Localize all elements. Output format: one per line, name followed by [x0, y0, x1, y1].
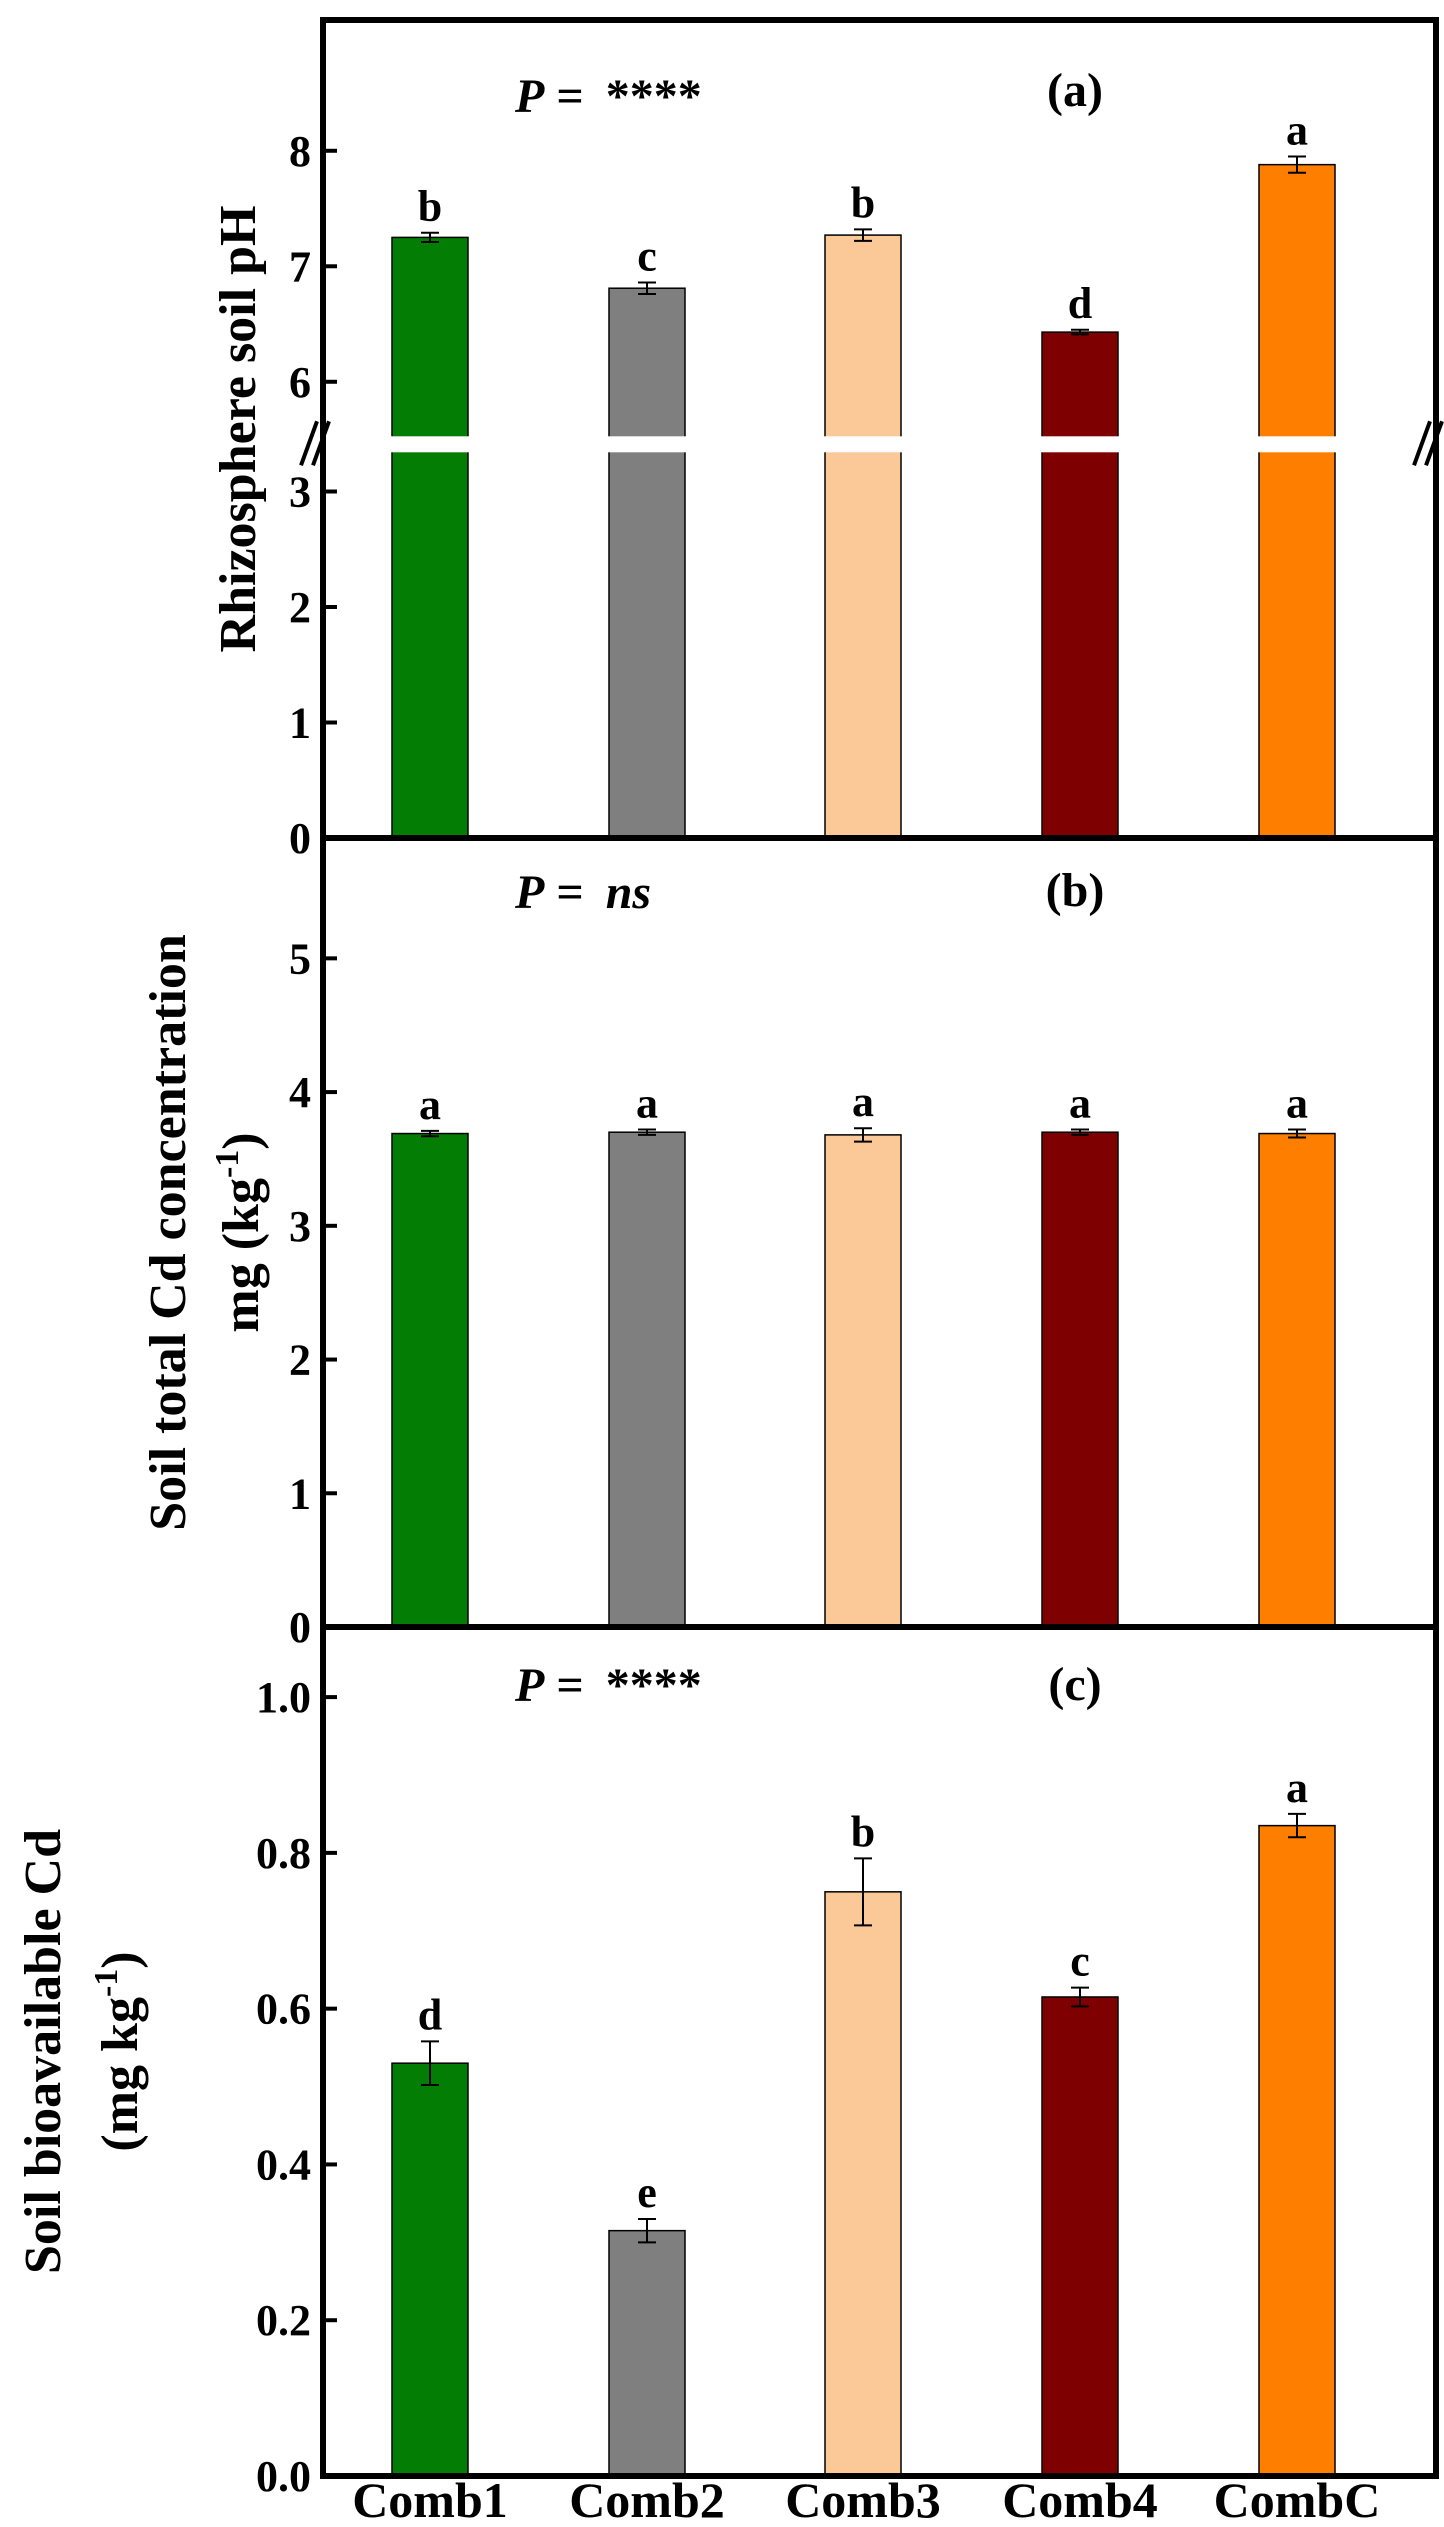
- significance-letter: a: [636, 1079, 658, 1128]
- p-value-annotation: P = ****: [514, 1659, 702, 1712]
- y-tick-label: 0: [289, 814, 311, 863]
- x-tick-label: CombC: [1214, 2472, 1381, 2527]
- bar-combc: [1258, 1824, 1336, 2477]
- panel-b: a a a a a 0 1 2 3 4 5 P = ns (b) Soil total Cd concen…: [140, 864, 1336, 1652]
- significance-letter: a: [419, 1080, 441, 1129]
- p-value-annotation: P = ****: [514, 70, 702, 123]
- y-axis-label: Soil total Cd concentration: [140, 934, 197, 1531]
- y-tick-label: 3: [289, 468, 311, 517]
- error-bar: [638, 281, 656, 295]
- significance-letter: c: [1070, 1937, 1090, 1986]
- error-bar: [854, 228, 872, 242]
- error-bar: [638, 1128, 656, 1136]
- panel-frame: [320, 1624, 1439, 2479]
- y-tick-label: 0.4: [256, 2140, 311, 2189]
- significance-letter: a: [852, 1077, 874, 1126]
- p-value-annotation: P = ns: [514, 866, 651, 919]
- y-tick-label: 0.8: [256, 1829, 311, 1878]
- error-bar: [1288, 155, 1306, 174]
- y-tick-label: 0.0: [256, 2452, 311, 2501]
- y-tick-label: 6: [289, 358, 311, 407]
- y-tick-label: 5: [289, 934, 311, 983]
- x-tick-label: Comb2: [569, 2472, 725, 2527]
- y-axis-unit-label: (mg kg-1): [88, 1951, 149, 2151]
- error-bar: [1071, 1986, 1089, 2008]
- panel-c: d e b c a 0.0 0.2 0.4 0.6 0.8 1.0 P = **** (c) Soil b…: [15, 1658, 1336, 2501]
- y-tick-label: 0.2: [256, 2296, 311, 2345]
- error-bar: [421, 2040, 439, 2086]
- significance-letter: a: [1286, 1079, 1308, 1128]
- y-tick-label: 3: [289, 1202, 311, 1251]
- bar-comb1: [391, 236, 469, 839]
- bar-combc: [1258, 163, 1336, 839]
- error-bar: [421, 231, 439, 244]
- significance-letter: a: [1069, 1079, 1091, 1128]
- bar-comb4: [1041, 1131, 1119, 1628]
- panel-label: (c): [1048, 1658, 1101, 1711]
- error-bar: [638, 2217, 656, 2244]
- y-tick-label: 4: [289, 1068, 311, 1117]
- y-tick-label: 8: [289, 127, 311, 176]
- error-bar: [421, 1129, 439, 1138]
- panel-label: (b): [1046, 864, 1105, 917]
- error-bar: [854, 1857, 872, 1927]
- bar-comb2: [608, 287, 686, 839]
- y-axis-ticks: 0.0 0.2 0.4 0.6 0.8 1.0: [256, 1673, 337, 2501]
- x-tick-label: Comb4: [1002, 2472, 1158, 2527]
- bar-comb3: [824, 234, 902, 839]
- error-bar: [854, 1127, 872, 1143]
- x-tick-label: Comb3: [785, 2472, 941, 2527]
- y-axis-unit-label: mg (kg-1): [209, 1132, 270, 1332]
- error-bar: [1071, 1128, 1089, 1136]
- significance-letter: e: [637, 2168, 657, 2217]
- y-tick-label: 1: [289, 699, 311, 748]
- error-bar: [1071, 328, 1089, 336]
- bar-comb4: [1041, 331, 1119, 839]
- significance-letter: b: [851, 178, 875, 227]
- significance-letter: a: [1286, 1763, 1308, 1812]
- bar-comb2: [608, 2229, 686, 2477]
- y-tick-label: 2: [289, 583, 311, 632]
- y-tick-label: 0: [289, 1603, 311, 1652]
- bar-comb1: [391, 2062, 469, 2477]
- error-bar: [1288, 1812, 1306, 1839]
- y-tick-label: 1.0: [256, 1673, 311, 1722]
- y-axis-label: Rhizosphere soil pH: [210, 206, 267, 653]
- significance-letter: c: [637, 231, 657, 280]
- y-tick-label: 1: [289, 1469, 311, 1518]
- significance-letter: b: [418, 182, 442, 231]
- bar-comb3: [824, 1134, 902, 1628]
- y-axis-ticks: 0 1 2 3 4 5: [289, 934, 337, 1652]
- y-tick-label: 7: [289, 242, 311, 291]
- y-tick-label: 0.6: [256, 1985, 311, 2034]
- y-axis-ticks: 0 1 2 3 6 7 8: [289, 127, 337, 863]
- bar-comb1: [391, 1132, 469, 1628]
- significance-letter: b: [851, 1807, 875, 1856]
- panel-label: (a): [1047, 64, 1103, 117]
- y-tick-label: 2: [289, 1336, 311, 1385]
- bar-comb4: [1041, 1996, 1119, 2477]
- bar-comb2: [608, 1131, 686, 1628]
- bar-combc: [1258, 1132, 1336, 1628]
- error-bar: [1288, 1128, 1306, 1139]
- y-axis-label: Soil bioavailable Cd: [15, 1829, 72, 2274]
- significance-letter: a: [1286, 106, 1308, 155]
- significance-letter: d: [1068, 279, 1092, 328]
- bar-comb3: [824, 1891, 902, 2477]
- significance-letter: d: [418, 1990, 442, 2039]
- panel-a: b c b d a 0 1 2 3 6 7 8 P = **** (a) Rhizosphere soil …: [210, 64, 1444, 863]
- x-tick-label: Comb1: [352, 2472, 508, 2527]
